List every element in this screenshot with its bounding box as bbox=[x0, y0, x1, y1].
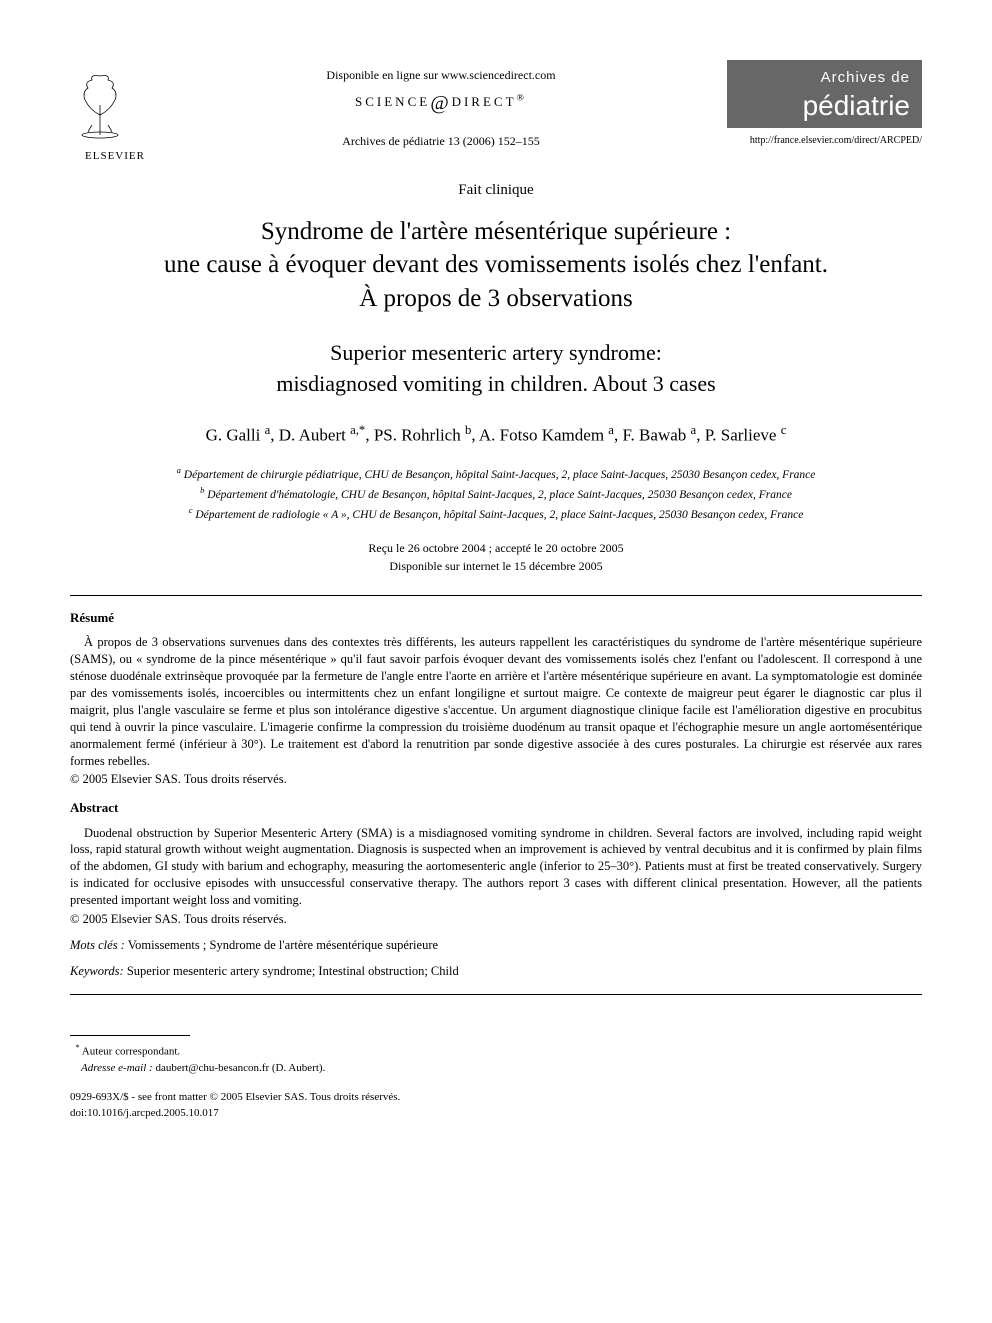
resume-copyright: © 2005 Elsevier SAS. Tous droits réservé… bbox=[70, 771, 922, 787]
journal-logo-top: Archives de bbox=[739, 68, 910, 88]
header-center: Disponible en ligne sur www.sciencedirec… bbox=[160, 60, 722, 149]
keywords-en: Keywords: Superior mesenteric artery syn… bbox=[70, 963, 922, 979]
abstract-body: Duodenal obstruction by Superior Mesente… bbox=[70, 825, 922, 909]
title-french: Syndrome de l'artère mésentérique supéri… bbox=[70, 215, 922, 316]
journal-logo: Archives de pédiatrie bbox=[727, 60, 922, 128]
article-dates: Reçu le 26 octobre 2004 ; accepté le 20 … bbox=[70, 539, 922, 575]
divider bbox=[70, 994, 922, 995]
corresponding-author: Auteur correspondant. bbox=[82, 1045, 180, 1057]
header: ELSEVIER Disponible en ligne sur www.sci… bbox=[70, 60, 922, 163]
footer-info: 0929-693X/$ - see front matter © 2005 El… bbox=[70, 1090, 922, 1121]
article-type: Fait clinique bbox=[70, 181, 922, 201]
email-link[interactable]: daubert@chu-besancon.fr (D. Aubert). bbox=[155, 1062, 325, 1074]
elsevier-text: ELSEVIER bbox=[70, 149, 160, 163]
abstract-copyright: © 2005 Elsevier SAS. Tous droits réservé… bbox=[70, 911, 922, 927]
authors: G. Galli a, D. Aubert a,*, PS. Rohrlich … bbox=[70, 422, 922, 447]
journal-url[interactable]: http://france.elsevier.com/direct/ARCPED… bbox=[722, 134, 922, 147]
footnote-rule bbox=[70, 1035, 190, 1036]
title-english: Superior mesenteric artery syndrome: mis… bbox=[70, 338, 922, 400]
resume-heading: Résumé bbox=[70, 610, 922, 627]
elsevier-tree-icon bbox=[70, 70, 130, 140]
journal-logo-block: Archives de pédiatrie http://france.else… bbox=[722, 60, 922, 147]
abstract-heading: Abstract bbox=[70, 800, 922, 817]
sciencedirect-logo: SCIENCE@DIRECT® bbox=[160, 90, 722, 116]
footnotes: * Auteur correspondant. Adresse e-mail :… bbox=[70, 1042, 922, 1077]
resume-body: À propos de 3 observations survenues dan… bbox=[70, 634, 922, 769]
journal-logo-main: pédiatrie bbox=[739, 88, 910, 124]
divider bbox=[70, 595, 922, 596]
mots-cles: Mots clés : Vomissements ; Syndrome de l… bbox=[70, 937, 922, 953]
doi: doi:10.1016/j.arcped.2005.10.017 bbox=[70, 1107, 219, 1119]
journal-reference: Archives de pédiatrie 13 (2006) 152–155 bbox=[160, 134, 722, 150]
available-online-text: Disponible en ligne sur www.sciencedirec… bbox=[160, 68, 722, 84]
elsevier-logo: ELSEVIER bbox=[70, 60, 160, 163]
affiliations: a Département de chirurgie pédiatrique, … bbox=[70, 464, 922, 524]
